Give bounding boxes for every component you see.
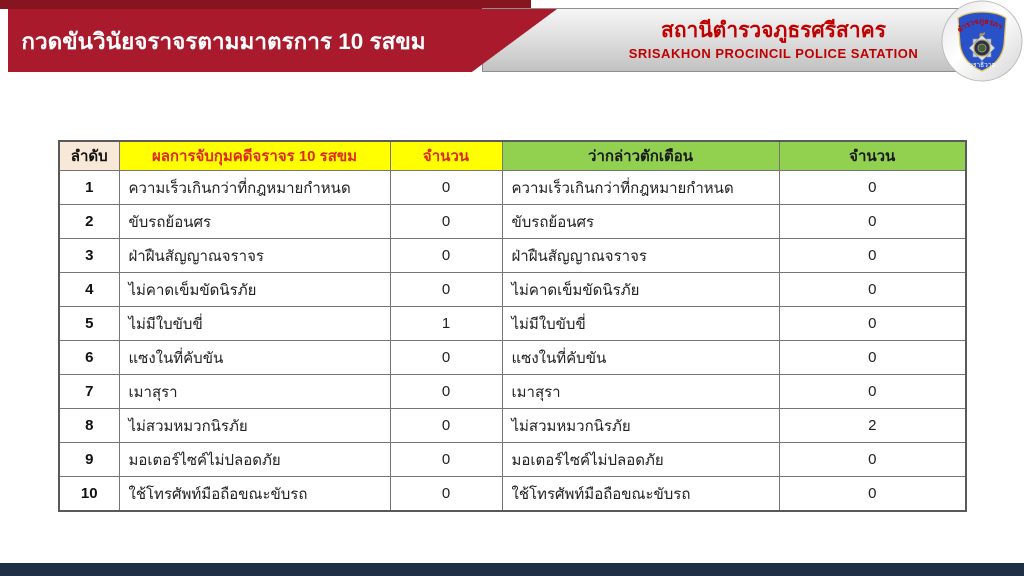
cell-warning: ไม่คาดเข็มขัดนิรภัย xyxy=(501,272,780,307)
top-red-strip xyxy=(0,0,531,9)
column-header-no: ลำดับ xyxy=(58,140,120,171)
violation-table: ลำดับ ผลการจับกุมคดีจราจร 10 รสขม จำนวน ว่า… xyxy=(58,140,967,512)
cell-arrest_count: 1 xyxy=(389,306,503,341)
cell-arrest: ไม่มีใบขับขี่ xyxy=(118,306,391,341)
table-row: 8 ไม่สวมหมวกนิรภัย 0 ไม่สวมหมวกนิรภัย 2 xyxy=(58,408,967,443)
badge-province-text: นราธิวาส xyxy=(969,61,996,69)
table-row: 9 มอเตอร์ไซค์ไม่ปลอดภัย 0 มอเตอร์ไซค์ไม่ปลอ… xyxy=(58,442,967,477)
cell-arrest: ใช้โทรศัพท์มือถือขณะขับรถ xyxy=(118,476,391,512)
cell-arrest_count: 0 xyxy=(389,476,503,512)
column-header-warning: ว่ากล่าวตักเตือน xyxy=(501,140,780,171)
cell-no: 3 xyxy=(58,238,120,273)
cell-no: 2 xyxy=(58,204,120,239)
cell-arrest_count: 0 xyxy=(389,340,503,375)
cell-no: 1 xyxy=(58,170,120,205)
station-subtitle-english: SRISAKHON PROCINCIL POLICE SATATION xyxy=(628,45,919,61)
cell-arrest_count: 0 xyxy=(389,272,503,307)
cell-arrest: ขับรถย้อนศร xyxy=(118,204,391,239)
cell-warning_count: 0 xyxy=(778,476,967,512)
column-header-arrest: ผลการจับกุมคดีจราจร 10 รสขม xyxy=(118,140,391,171)
cell-no: 8 xyxy=(58,408,120,443)
table-row: 6 แซงในที่คับขัน 0 แซงในที่คับขัน 0 xyxy=(58,340,967,375)
table-row: 10 ใช้โทรศัพท์มือถือขณะขับรถ 0 ใช้โทรศัพท์ม… xyxy=(58,476,967,512)
badge-star-emblem xyxy=(968,34,996,62)
cell-warning_count: 0 xyxy=(778,442,967,477)
police-badge-svg: ตำรวจภูธรภาค ๙ นราธิวาส xyxy=(938,0,1023,82)
cell-warning_count: 0 xyxy=(778,204,967,239)
cell-warning_count: 0 xyxy=(778,272,967,307)
cell-warning: ใช้โทรศัพท์มือถือขณะขับรถ xyxy=(501,476,780,512)
cell-no: 6 xyxy=(58,340,120,375)
cell-arrest_count: 0 xyxy=(389,170,503,205)
cell-arrest: ความเร็วเกินกว่าที่กฎหมายกำหนด xyxy=(118,170,391,205)
police-badge-icon: ตำรวจภูธรภาค ๙ นราธิวาส xyxy=(938,0,1023,82)
measure-banner: กวดขันวินัยจราจรตามมาตรการ 10 รสขม xyxy=(8,9,557,72)
cell-arrest_count: 0 xyxy=(389,238,503,273)
table-row: 7 เมาสุรา 0 เมาสุรา 0 xyxy=(58,374,967,409)
cell-warning_count: 0 xyxy=(778,170,967,205)
table-row: 2 ขับรถย้อนศร 0 ขับรถย้อนศร 0 xyxy=(58,204,967,239)
cell-arrest_count: 0 xyxy=(389,442,503,477)
cell-warning: ฝ่าฝืนสัญญาณจราจร xyxy=(501,238,780,273)
cell-warning_count: 0 xyxy=(778,306,967,341)
cell-warning: ไม่มีใบขับขี่ xyxy=(501,306,780,341)
cell-warning: แซงในที่คับขัน xyxy=(501,340,780,375)
cell-warning: เมาสุรา xyxy=(501,374,780,409)
cell-arrest: ไม่คาดเข็มขัดนิรภัย xyxy=(118,272,391,307)
cell-no: 9 xyxy=(58,442,120,477)
cell-warning_count: 0 xyxy=(778,340,967,375)
cell-warning: ขับรถย้อนศร xyxy=(501,204,780,239)
cell-warning_count: 2 xyxy=(778,408,967,443)
cell-no: 4 xyxy=(58,272,120,307)
measure-banner-title: กวดขันวินัยจราจรตามมาตรการ 10 รสขม xyxy=(21,28,426,54)
cell-warning: ความเร็วเกินกว่าที่กฎหมายกำหนด xyxy=(501,170,780,205)
table-row: 5 ไม่มีใบขับขี่ 1 ไม่มีใบขับขี่ 0 xyxy=(58,306,967,341)
cell-arrest: เมาสุรา xyxy=(118,374,391,409)
badge-region-number: ๙ xyxy=(979,30,985,39)
cell-no: 10 xyxy=(58,476,120,512)
table-header-row: ลำดับ ผลการจับกุมคดีจราจร 10 รสขม จำนวน ว่า… xyxy=(58,140,967,171)
cell-arrest_count: 0 xyxy=(389,408,503,443)
cell-warning_count: 0 xyxy=(778,374,967,409)
footer-bar xyxy=(0,563,1024,576)
cell-arrest_count: 0 xyxy=(389,374,503,409)
cell-arrest: ฝ่าฝืนสัญญาณจราจร xyxy=(118,238,391,273)
table-row: 1 ความเร็วเกินกว่าที่กฎหมายกำหนด 0 ความเร็ว… xyxy=(58,170,967,205)
table-row: 3 ฝ่าฝืนสัญญาณจราจร 0 ฝ่าฝืนสัญญาณจราจร 0 xyxy=(58,238,967,273)
station-title-thai: สถานีตำรวจภูธรศรีสาคร xyxy=(661,19,886,43)
cell-arrest: แซงในที่คับขัน xyxy=(118,340,391,375)
column-header-arrest_count: จำนวน xyxy=(389,140,503,171)
table-row: 4 ไม่คาดเข็มขัดนิรภัย 0 ไม่คาดเข็มขัดนิรภัย… xyxy=(58,272,967,307)
cell-arrest_count: 0 xyxy=(389,204,503,239)
cell-warning_count: 0 xyxy=(778,238,967,273)
cell-arrest: มอเตอร์ไซค์ไม่ปลอดภัย xyxy=(118,442,391,477)
cell-no: 7 xyxy=(58,374,120,409)
station-banner: สถานีตำรวจภูธรศรีสาคร SRISAKHON PROCINCI… xyxy=(482,8,1005,72)
cell-no: 5 xyxy=(58,306,120,341)
column-header-warning_count: จำนวน xyxy=(778,140,967,171)
cell-arrest: ไม่สวมหมวกนิรภัย xyxy=(118,408,391,443)
cell-warning: มอเตอร์ไซค์ไม่ปลอดภัย xyxy=(501,442,780,477)
cell-warning: ไม่สวมหมวกนิรภัย xyxy=(501,408,780,443)
